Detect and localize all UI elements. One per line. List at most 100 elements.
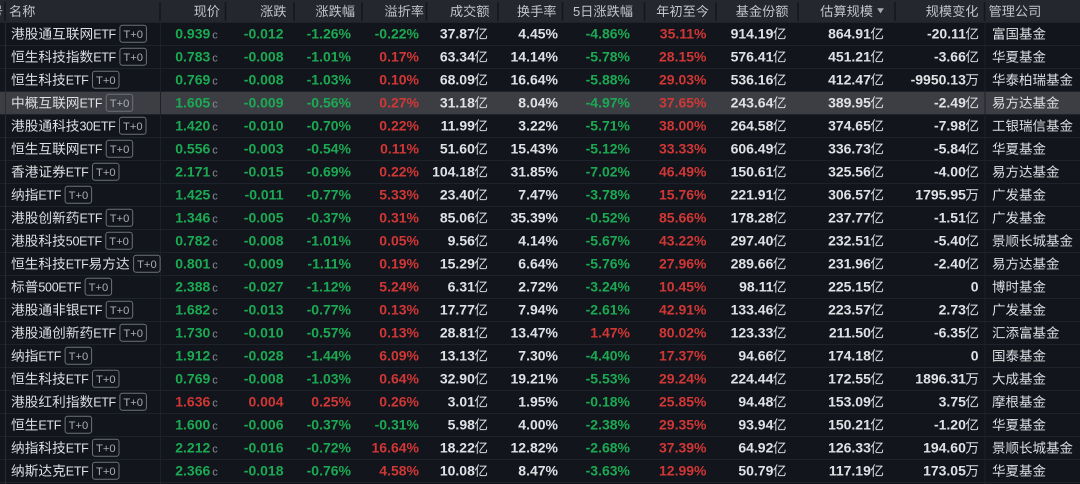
svg-text:-3.66: -3.66 (934, 49, 966, 65)
svg-text:ETF: ETF (93, 396, 116, 410)
svg-text:2.366: 2.366 (175, 463, 210, 479)
svg-text:-5.40: -5.40 (934, 233, 966, 249)
svg-text:225.15: 225.15 (828, 279, 871, 295)
svg-text:211.50: 211.50 (829, 325, 871, 341)
svg-text:c: c (212, 145, 218, 157)
svg-text:-0.54%: -0.54% (307, 141, 352, 157)
svg-text:194.60: 194.60 (923, 440, 966, 456)
svg-text:-0.008: -0.008 (244, 371, 284, 387)
svg-text:37.87: 37.87 (440, 26, 475, 42)
svg-text:864.91: 864.91 (828, 26, 871, 42)
svg-text:T+0: T+0 (96, 75, 116, 87)
svg-text:c: c (212, 444, 218, 456)
svg-text:306.57: 306.57 (828, 187, 871, 203)
svg-text:1.420: 1.420 (175, 118, 210, 134)
svg-text:221.91: 221.91 (731, 187, 774, 203)
svg-text:85.06: 85.06 (440, 210, 475, 226)
svg-text:T+0: T+0 (137, 259, 157, 271)
svg-text:374.65: 374.65 (828, 118, 871, 134)
svg-text:0.10%: 0.10% (379, 72, 419, 88)
svg-text:T+0: T+0 (96, 443, 116, 455)
svg-text:ETF: ETF (66, 442, 89, 456)
svg-text:25.85%: 25.85% (659, 394, 707, 410)
svg-text:-0.008: -0.008 (244, 72, 284, 88)
svg-text:-0.69%: -0.69% (307, 164, 352, 180)
svg-text:85.66%: 85.66% (659, 210, 707, 226)
svg-text:23.40: 23.40 (440, 187, 475, 203)
svg-text:-4.97%: -4.97% (586, 95, 631, 111)
svg-text:4.45%: 4.45% (518, 26, 558, 42)
svg-text:T+0: T+0 (123, 328, 143, 340)
svg-text:0.19%: 0.19% (379, 256, 419, 272)
svg-text:6.64%: 6.64% (518, 256, 558, 272)
svg-text:1896.31: 1896.31 (915, 371, 966, 387)
svg-text:3.01: 3.01 (448, 394, 475, 410)
svg-text:-0.005: -0.005 (244, 210, 284, 226)
svg-text:336.73: 336.73 (828, 141, 871, 157)
svg-text:-1.20: -1.20 (934, 417, 966, 433)
svg-text:T+0: T+0 (123, 52, 143, 64)
svg-text:c: c (212, 214, 218, 226)
svg-text:37.65%: 37.65% (659, 95, 707, 111)
svg-text:c: c (212, 421, 218, 433)
svg-text:ETF: ETF (80, 212, 103, 226)
svg-text:16.64%: 16.64% (372, 440, 420, 456)
svg-text:-5.78%: -5.78% (586, 49, 631, 65)
svg-text:-0.028: -0.028 (244, 348, 284, 364)
svg-text:2.73: 2.73 (939, 302, 966, 318)
svg-text:T+0: T+0 (110, 305, 130, 317)
svg-text:1795.95: 1795.95 (915, 187, 966, 203)
svg-text:35.11%: 35.11% (660, 26, 707, 42)
svg-text:-5.88%: -5.88% (586, 72, 631, 88)
svg-text:-0.22%: -0.22% (375, 26, 420, 42)
svg-text:-0.76%: -0.76% (307, 463, 352, 479)
svg-text:0.782: 0.782 (175, 233, 210, 249)
svg-text:8.47%: 8.47% (518, 463, 558, 479)
svg-text:ETF: ETF (93, 28, 116, 42)
svg-text:0.556: 0.556 (175, 141, 210, 157)
svg-text:c: c (212, 168, 218, 180)
svg-text:-9950.13: -9950.13 (911, 72, 966, 88)
svg-text:ETF: ETF (93, 51, 116, 65)
svg-text:1.605: 1.605 (175, 95, 210, 111)
svg-text:0.004: 0.004 (248, 394, 283, 410)
svg-text:-5.76%: -5.76% (586, 256, 631, 272)
svg-text:28.81: 28.81 (440, 325, 475, 341)
svg-text:17.77: 17.77 (440, 302, 475, 318)
svg-text:-0.008: -0.008 (244, 49, 284, 65)
svg-text:7.94%: 7.94% (518, 302, 558, 318)
svg-text:5.98: 5.98 (448, 417, 475, 433)
svg-text:-0.77%: -0.77% (307, 302, 352, 318)
svg-text:32.90: 32.90 (440, 371, 475, 387)
svg-text:-5.71%: -5.71% (586, 118, 631, 134)
svg-text:0: 0 (971, 279, 979, 295)
svg-text:0.64%: 0.64% (379, 371, 419, 387)
svg-text:T+0: T+0 (96, 167, 116, 179)
svg-text:T+0: T+0 (89, 282, 109, 294)
svg-text:ETF: ETF (66, 465, 89, 479)
svg-text:19.21%: 19.21% (511, 371, 559, 387)
svg-text:ETF: ETF (80, 143, 103, 157)
svg-text:243.64: 243.64 (731, 95, 774, 111)
svg-text:c: c (212, 467, 218, 479)
svg-text:11.99: 11.99 (441, 118, 475, 134)
svg-text:2.388: 2.388 (175, 279, 210, 295)
svg-text:-2.68%: -2.68% (586, 440, 631, 456)
svg-text:-7.98: -7.98 (934, 118, 966, 134)
svg-text:8.04%: 8.04% (518, 95, 558, 111)
svg-text:-1.03%: -1.03% (307, 72, 352, 88)
svg-text:c: c (212, 30, 218, 42)
svg-text:5.33%: 5.33% (379, 187, 419, 203)
svg-text:0.05%: 0.05% (379, 233, 419, 249)
svg-text:3.22%: 3.22% (518, 118, 558, 134)
svg-text:2.171: 2.171 (175, 164, 210, 180)
svg-text:68.09: 68.09 (440, 72, 475, 88)
svg-text:33.33%: 33.33% (659, 141, 707, 157)
svg-text:10.45%: 10.45% (659, 279, 707, 295)
svg-text:ETF: ETF (66, 373, 89, 387)
svg-text:c: c (212, 283, 218, 295)
svg-text:-0.77%: -0.77% (307, 187, 352, 203)
svg-text:-0.006: -0.006 (244, 417, 284, 433)
svg-text:0.17%: 0.17% (379, 49, 419, 65)
svg-text:150.21: 150.21 (828, 417, 871, 433)
